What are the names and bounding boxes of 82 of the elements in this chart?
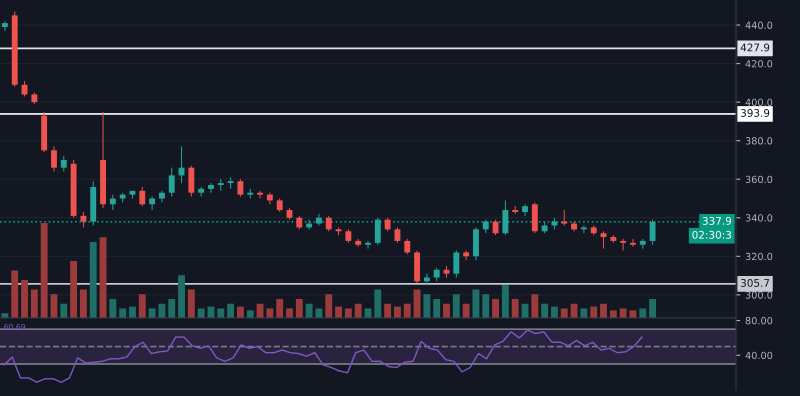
bar <box>580 308 588 318</box>
bar <box>40 222 48 318</box>
bar <box>109 298 116 318</box>
bar <box>344 308 352 318</box>
bar <box>158 304 166 318</box>
bar <box>138 294 146 318</box>
bar <box>60 304 68 318</box>
bar <box>168 298 176 318</box>
bar <box>492 298 500 318</box>
ref-line-label: 305.7 <box>740 279 770 287</box>
bar <box>129 306 136 318</box>
bar <box>560 308 568 318</box>
bar <box>364 308 372 318</box>
bar <box>227 304 234 318</box>
bar <box>384 304 392 318</box>
bar <box>590 306 598 318</box>
bar <box>90 242 97 318</box>
bar <box>354 304 362 318</box>
bar <box>1 313 8 318</box>
bar <box>30 289 38 318</box>
bar <box>433 298 440 318</box>
ref-line-label: 427.9 <box>740 44 770 52</box>
bar <box>256 304 264 318</box>
bar <box>335 306 342 318</box>
bar <box>394 306 401 318</box>
y-tick-label: 40.00 <box>746 352 772 360</box>
y-tick-label: 440.0 <box>746 22 772 29</box>
y-tick-label: 400.0 <box>746 98 772 106</box>
y-tick-label: 420.0 <box>746 60 772 68</box>
bar <box>11 270 18 318</box>
bar <box>452 294 460 318</box>
ref-line-label: 337.9 <box>702 216 732 225</box>
bar <box>296 298 303 318</box>
y-tick-label: 80.00 <box>746 316 772 324</box>
bar <box>512 298 519 318</box>
bar <box>551 306 558 318</box>
annotation: 02:30:3 <box>692 230 731 239</box>
bar <box>325 294 332 318</box>
bar <box>50 294 58 318</box>
y-tick-label: 340.0 <box>746 214 772 222</box>
bar <box>414 289 420 318</box>
bar <box>522 304 528 318</box>
bar <box>208 306 214 318</box>
bar <box>80 289 87 318</box>
bar <box>472 289 480 318</box>
bar <box>188 289 195 318</box>
bar <box>316 308 322 318</box>
bar <box>276 298 284 318</box>
bar <box>148 308 156 318</box>
bar <box>70 260 78 318</box>
bar <box>502 284 509 318</box>
bar <box>21 280 28 318</box>
y-tick-label: 380.0 <box>746 137 772 145</box>
bar <box>610 310 617 318</box>
bar <box>630 310 636 318</box>
y-tick-label: 360.0 <box>746 176 772 184</box>
bar <box>462 304 470 318</box>
bar <box>531 294 538 318</box>
bar <box>217 308 224 318</box>
bar <box>482 294 490 318</box>
bar <box>198 308 205 318</box>
bar <box>423 294 430 318</box>
bar <box>620 308 627 318</box>
bar <box>286 308 293 318</box>
y-tick-label: 320.0 <box>746 252 772 260</box>
bar <box>306 304 313 318</box>
bar <box>119 308 126 318</box>
bar <box>236 306 244 318</box>
line-series <box>3 329 643 383</box>
y-tick-label: 300.0 <box>746 291 772 299</box>
bar <box>443 304 450 318</box>
bar <box>374 289 382 318</box>
bar <box>649 298 656 318</box>
bar <box>100 237 106 318</box>
ref-line-label: 393.9 <box>740 109 770 117</box>
bar <box>570 304 578 318</box>
bar <box>404 304 411 318</box>
bar <box>639 308 646 318</box>
bar <box>541 304 548 318</box>
bar <box>600 304 607 318</box>
bar <box>266 308 274 318</box>
bar <box>178 275 185 318</box>
